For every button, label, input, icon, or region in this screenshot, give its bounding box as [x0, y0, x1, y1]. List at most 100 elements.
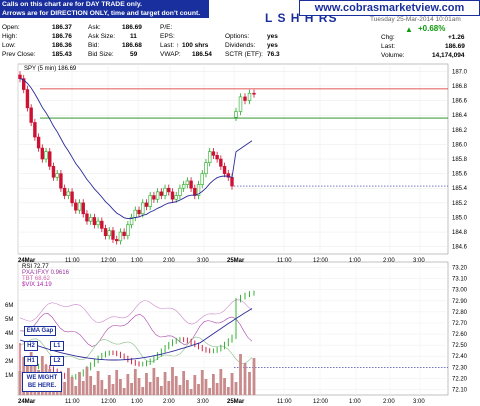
- last2-label: Last:: [381, 43, 396, 50]
- volume-bar: [200, 370, 204, 395]
- candle-body: [152, 195, 156, 200]
- x-tick-label: 25Mar: [227, 258, 245, 264]
- lower-y-tick-label: 72.30: [452, 365, 468, 371]
- volume-bar: [85, 367, 89, 395]
- lower-x-tick-label: 24Mar: [18, 399, 36, 405]
- lower-chart-title: RSI 72.77: [22, 264, 49, 270]
- ema-gap-note: EMA Gap: [24, 326, 56, 336]
- volume-label: Volume:: [381, 52, 405, 59]
- legend-vix: $VIX 14.19: [22, 282, 52, 288]
- candle-body: [178, 187, 182, 196]
- x-tick-label: 2:00: [163, 258, 175, 264]
- candle-body: [85, 213, 89, 222]
- candle-body: [92, 217, 97, 226]
- volume-bar: [197, 384, 200, 395]
- x-tick-label: 12:00: [313, 258, 329, 264]
- volume-bar: [81, 381, 85, 395]
- lower-plot-frame: [17, 261, 449, 396]
- high-label: High:: [2, 33, 18, 40]
- lower-y-tick-label: 72.90: [452, 299, 468, 305]
- candle-body: [137, 209, 141, 215]
- last-size-value: 100 shrs: [182, 42, 209, 49]
- quote-table: Open: 186.37 High: 186.76 Low: 186.36 Pr…: [0, 14, 480, 64]
- lower-x-tick-label: 1:00: [349, 399, 361, 405]
- volume-bar: [100, 380, 104, 395]
- candle-body: [81, 202, 85, 215]
- lower-y-tick-label: 72.40: [452, 354, 468, 360]
- x-tick-label: 3:00: [197, 258, 209, 264]
- lower-y-tick-label: 73.10: [452, 277, 468, 283]
- y-tick-label: 184.8: [452, 230, 468, 236]
- ask-label: Ask:: [88, 24, 101, 31]
- lower-y-tick-label: 73.20: [452, 266, 468, 272]
- volume-bar: [208, 388, 212, 395]
- candle-body: [59, 173, 63, 189]
- l2-note: L2: [50, 356, 64, 366]
- sctr-value: 76.3: [267, 51, 280, 58]
- candle-body: [22, 78, 26, 90]
- volume-bar: [185, 380, 189, 395]
- volume-bar: [193, 375, 197, 395]
- volume-bar: [182, 371, 186, 395]
- up-arrow-icon: ↑: [176, 42, 180, 49]
- lower-y-tick-label: 73.00: [452, 288, 468, 294]
- y-tick-label: 186.6: [452, 99, 468, 105]
- candle-body: [226, 173, 230, 178]
- volume-bar: [174, 376, 178, 395]
- notice-line1: Calls on this chart are for DAY TRADE on…: [2, 1, 142, 8]
- candle-body: [167, 187, 171, 193]
- lower-x-tick-label: 25Mar: [227, 399, 245, 405]
- site-link[interactable]: www.cobrasmarketview.com: [299, 0, 480, 16]
- volume-bar: [230, 373, 234, 395]
- might-be-here-note: WE MIGHT BE HERE.: [22, 372, 62, 392]
- candle-body: [189, 180, 193, 189]
- l1-note: L1: [50, 341, 64, 351]
- volume-bar: [215, 383, 219, 395]
- volume-bar: [74, 386, 78, 395]
- candle-body: [247, 92, 252, 101]
- dividends-value: yes: [267, 42, 278, 49]
- candle-body: [200, 173, 204, 185]
- volume-bar: [145, 373, 148, 395]
- volume-bar: [96, 371, 100, 395]
- candle-body: [44, 151, 48, 160]
- volume-bar: [70, 377, 74, 395]
- lower-y-tick-label: 72.20: [452, 376, 468, 382]
- volume-bar: [18, 371, 22, 395]
- lower-x-tick-label: 12:00: [313, 399, 329, 405]
- candle-body: [18, 74, 22, 79]
- day-trade-notice: Calls on this chart are for DAY TRADE on…: [0, 0, 209, 18]
- candle-body: [29, 107, 33, 123]
- candle-body: [111, 230, 115, 240]
- candle-body: [174, 195, 178, 200]
- volume-bar: [171, 367, 174, 395]
- candle-body: [122, 231, 126, 237]
- volume-bar: [167, 381, 171, 395]
- candle-body: [185, 180, 190, 185]
- volume-bar: [63, 382, 67, 395]
- candle-body: [196, 184, 201, 196]
- candle-body: [207, 151, 212, 163]
- volume-bar: [226, 387, 230, 395]
- volume-tick-label: 1M: [5, 373, 13, 379]
- y-tick-label: 186.4: [452, 113, 468, 119]
- date-text: Tuesday 25-Mar-2014 10:01am: [370, 16, 461, 23]
- volume-bar: [111, 384, 115, 395]
- volume-tick-label: 5M: [5, 317, 13, 323]
- tbt-line: [19, 299, 253, 325]
- volume-bar: [119, 379, 122, 395]
- candle-body: [70, 191, 74, 204]
- ask-value: 186.69: [122, 24, 142, 31]
- prev-close-label: Prev Close:: [2, 51, 36, 58]
- volume-bar: [92, 385, 96, 395]
- pe-label: P/E:: [160, 24, 173, 31]
- volume-bar: [204, 379, 208, 395]
- x-tick-label: 3:00: [413, 258, 425, 264]
- candle-body: [100, 220, 104, 229]
- candle-body: [238, 96, 243, 112]
- x-tick-label: 12:00: [101, 258, 117, 264]
- candle-body: [144, 202, 149, 207]
- candle-body: [40, 147, 45, 160]
- x-tick-label: 1:00: [131, 258, 143, 264]
- chg-value: +1.26: [448, 34, 465, 41]
